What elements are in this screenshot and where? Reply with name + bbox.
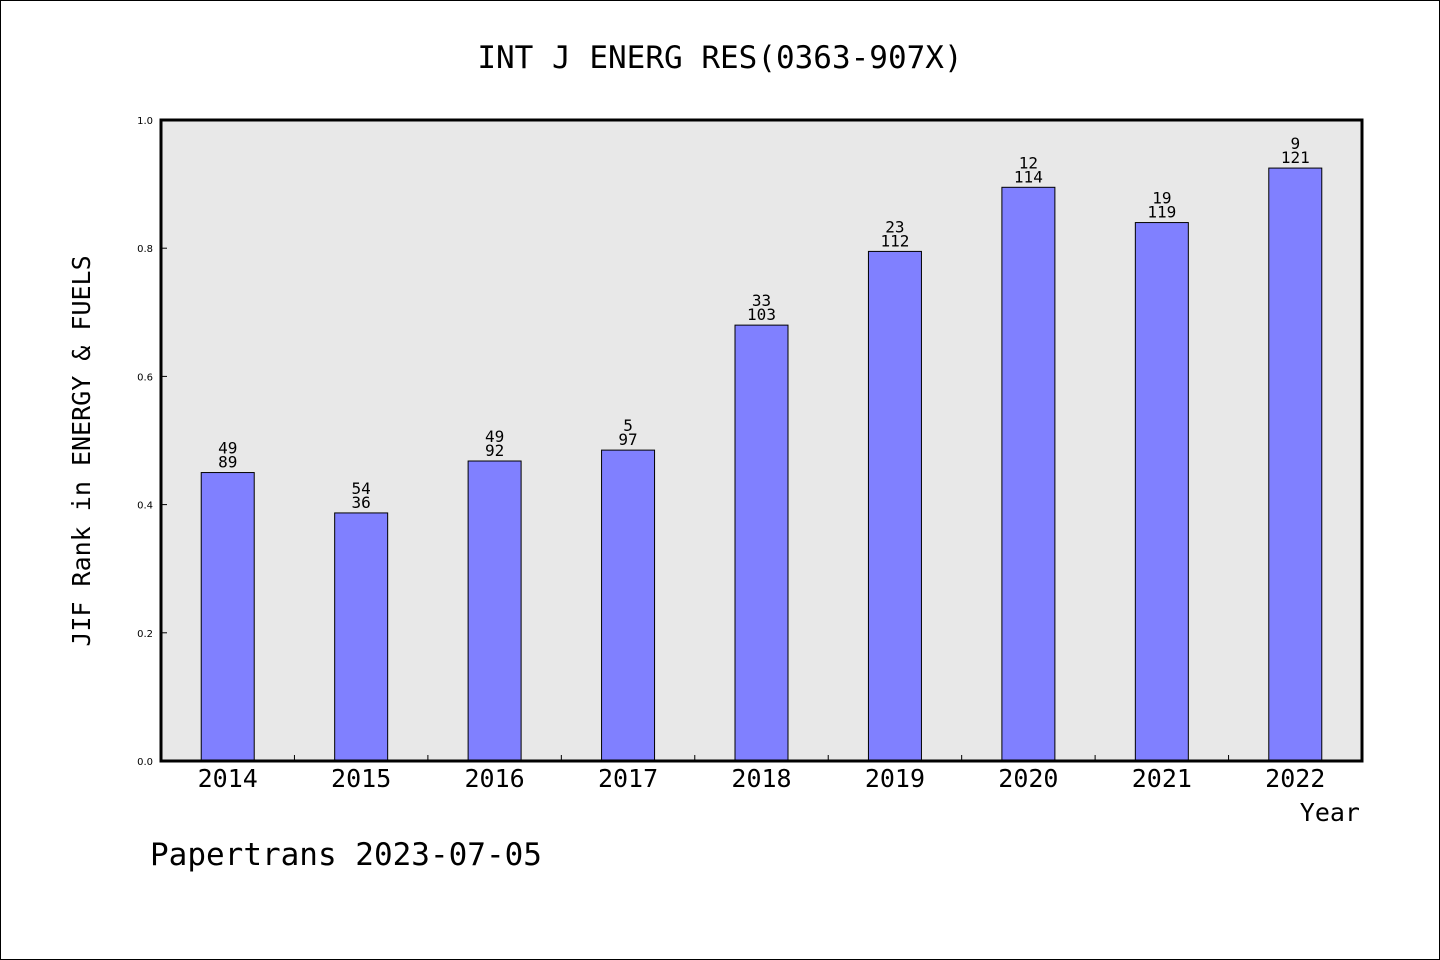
bar-rank-label: 49 (218, 439, 237, 458)
bar-2018 (734, 324, 789, 762)
x-category-label: 2015 (331, 764, 391, 793)
bar-2020 (1001, 186, 1056, 762)
x-category-label: 2021 (1132, 764, 1192, 793)
x-categories-layer: 2014 2015 2016 2017 2018 2019 2020 2021 2022 (198, 764, 1326, 793)
y-axis-label: JIF Rank in ENERGY & FUELS (67, 255, 96, 646)
x-category-label: 2020 (998, 764, 1058, 793)
bar-rank-label: 33 (752, 291, 771, 310)
bar-2014 (200, 472, 255, 762)
y-tick-label: 0.0 (137, 757, 153, 768)
x-category-label: 2018 (731, 764, 791, 793)
bar-rank-label: 5 (623, 416, 633, 435)
bar-total-label: 119 (1147, 203, 1176, 222)
footer-watermark: Papertrans 2023-07-05 (150, 837, 542, 873)
bar-rank-label: 19 (1152, 189, 1171, 208)
bar-total-label: 112 (880, 231, 909, 250)
bar-2022 (1268, 167, 1323, 762)
bar-rank-label: 23 (885, 217, 904, 236)
y-tick-label: 0.2 (137, 629, 153, 640)
x-category-label: 2019 (865, 764, 925, 793)
bar-rank-label: 12 (1019, 153, 1038, 172)
x-category-label: 2016 (465, 764, 525, 793)
bar-rank-label: 49 (485, 427, 504, 446)
plot-border (159, 118, 1364, 763)
bar-rank-label: 54 (352, 479, 371, 498)
bar-total-label: 97 (618, 430, 637, 449)
bar-total-label: 103 (747, 305, 776, 324)
x-category-label: 2014 (198, 764, 258, 793)
bar-2017 (601, 449, 656, 762)
x-category-label: 2022 (1265, 764, 1325, 793)
bar-rank-label: 9 (1290, 134, 1300, 153)
y-tick-label: 1.0 (137, 116, 153, 127)
bar-total-label: 89 (218, 453, 237, 472)
x-category-label: 2017 (598, 764, 658, 793)
x-axis-label: Year (1300, 798, 1360, 827)
bar-2015 (334, 512, 389, 762)
y-tick-label: 0.4 (137, 501, 153, 512)
bar-2019 (867, 250, 922, 762)
chart-title: INT J ENERG RES(0363-907X) (477, 40, 962, 76)
y-tick-label: 0.8 (137, 244, 153, 255)
bar-total-label: 114 (1014, 167, 1043, 186)
y-tick-label: 0.6 (137, 372, 153, 383)
bar-total-label: 92 (485, 441, 504, 460)
bar-total-label: 121 (1281, 148, 1310, 167)
bar-total-label: 36 (352, 493, 371, 512)
bar-2016 (467, 460, 522, 762)
bar-2021 (1134, 222, 1189, 762)
